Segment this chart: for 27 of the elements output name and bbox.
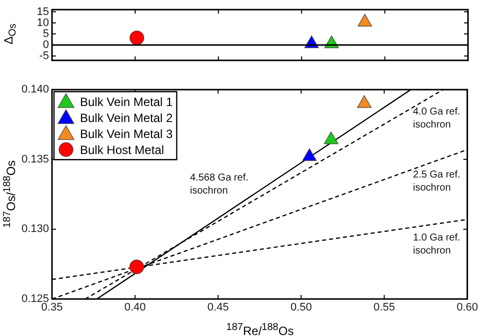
- annotation: 1.0 Ga ref. isochron: [413, 232, 460, 256]
- legend-label: Bulk Host Metal: [80, 142, 164, 157]
- x-tick-label: 0.55: [374, 302, 395, 314]
- y-tick-label: 0.140: [21, 84, 49, 96]
- y-tick-label: 0.135: [21, 153, 49, 166]
- legend-label: Bulk Vein Metal 1: [80, 94, 174, 109]
- point: [324, 132, 338, 144]
- x-tick-label: 0.60: [456, 302, 478, 314]
- point: [129, 260, 144, 274]
- annotation: 4.568 Ga ref. isochron: [190, 172, 248, 196]
- y-tick-label: 0: [42, 38, 49, 51]
- y-tick-label: 0.130: [21, 223, 49, 236]
- y-tick-label: 5: [42, 28, 49, 40]
- x-tick-label: 0.50: [290, 302, 312, 314]
- x-axis-title: $^{187}$Re/$^{188}$Os: [226, 322, 294, 336]
- annotation: 2.5 Ga ref. isochron: [413, 169, 460, 194]
- legend-label: Bulk Vein Metal 3: [80, 126, 174, 141]
- annotation: 4.0 Ga ref. isochron: [413, 106, 460, 130]
- point: [357, 95, 372, 108]
- y-tick-label: 10: [36, 16, 49, 29]
- y-tick-label: -5: [39, 50, 49, 62]
- point: [302, 148, 317, 161]
- x-tick-label: 0.40: [124, 302, 146, 314]
- x-tick-label: 0.35: [41, 302, 63, 314]
- x-tick-label: 0.45: [207, 302, 229, 314]
- y-tick-label: 15: [36, 6, 49, 18]
- legend-label: Bulk Vein Metal 2: [80, 110, 174, 125]
